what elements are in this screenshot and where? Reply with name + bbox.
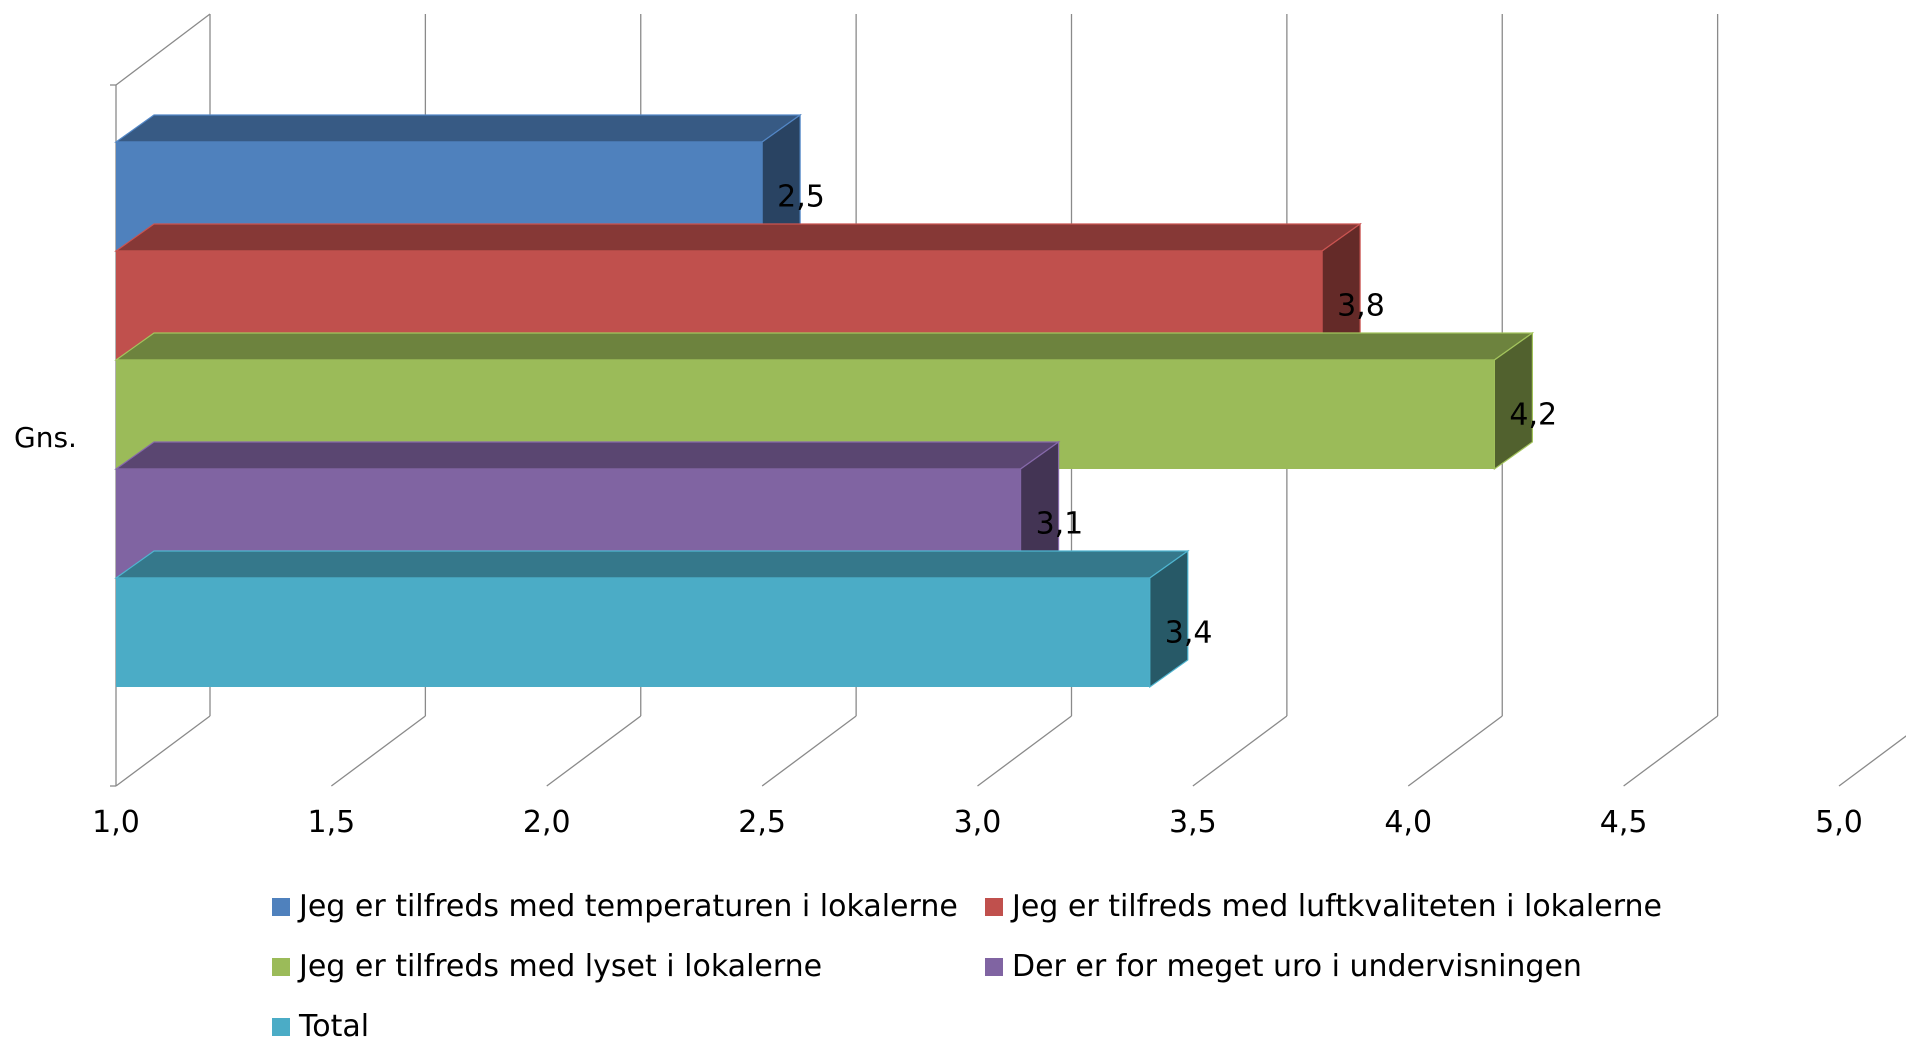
x-tick-label: 4,5: [1600, 805, 1648, 840]
legend-item: Jeg er tilfreds med temperaturen i lokal…: [272, 889, 958, 924]
x-tick-label: 1,0: [92, 805, 140, 840]
bar-top-face: [114, 441, 1061, 470]
bar-top-face: [114, 550, 1190, 579]
category-axis: Gns.: [14, 421, 77, 454]
x-tick-label: 4,0: [1384, 805, 1432, 840]
bars: [114, 113, 1535, 689]
gridline-floor: [1838, 735, 1906, 787]
legend-label: Jeg er tilfreds med lyset i lokalerne: [297, 949, 822, 984]
data-label: 2,5: [777, 180, 825, 215]
legend-swatch: [985, 958, 1003, 976]
x-tick-label: 3,5: [1169, 805, 1217, 840]
x-tick-label: 2,5: [738, 805, 786, 840]
data-label: 3,8: [1337, 289, 1385, 324]
gridline-floor: [115, 715, 211, 787]
bar-top-face: [114, 332, 1535, 361]
legend-item: Jeg er tilfreds med lyset i lokalerne: [272, 949, 822, 984]
bar: [116, 578, 1150, 687]
legend-label: Jeg er tilfreds med temperaturen i lokal…: [297, 889, 958, 924]
gridline-floor: [761, 715, 857, 787]
left-wall-top: [115, 13, 211, 86]
x-tick-label: 2,0: [523, 805, 571, 840]
x-tick-label: 3,0: [954, 805, 1002, 840]
legend-item: Jeg er tilfreds med luftkvaliteten i lok…: [985, 889, 1662, 924]
gridline-floor: [1192, 715, 1288, 787]
legend-swatch: [272, 1018, 290, 1036]
bar-top-face: [114, 223, 1362, 252]
bar-series-5: [114, 549, 1190, 689]
data-label: 4,2: [1509, 398, 1557, 433]
x-axis: 1,0 1,5 2,0 2,5 3,0 3,5 4,0 4,5 5,0: [92, 805, 1863, 840]
legend: Jeg er tilfreds med temperaturen i lokal…: [272, 889, 1662, 1044]
gridline-floor: [1407, 715, 1503, 787]
legend-swatch: [985, 898, 1003, 916]
legend-label: Der er for meget uro i undervisningen: [1012, 949, 1582, 984]
data-label: 3,1: [1036, 507, 1084, 542]
legend-label: Total: [298, 1009, 369, 1044]
gridline-floor: [1623, 715, 1719, 787]
legend-item: Der er for meget uro i undervisningen: [985, 949, 1582, 984]
gridline-floor: [330, 715, 426, 787]
legend-swatch: [272, 958, 290, 976]
gridline-floor: [977, 715, 1072, 787]
category-label: Gns.: [14, 421, 77, 454]
x-tick-label: 1,5: [308, 805, 356, 840]
data-label: 3,4: [1165, 616, 1213, 651]
data-labels: 2,5 3,8 4,2 3,1 3,4: [777, 180, 1557, 651]
legend-label: Jeg er tilfreds med luftkvaliteten i lok…: [1010, 889, 1662, 924]
x-tick-label: 5,0: [1815, 805, 1863, 840]
gridline-floor: [546, 715, 642, 787]
legend-swatch: [272, 898, 290, 916]
bar-top-face: [114, 114, 803, 143]
legend-item: Total: [272, 1009, 369, 1044]
